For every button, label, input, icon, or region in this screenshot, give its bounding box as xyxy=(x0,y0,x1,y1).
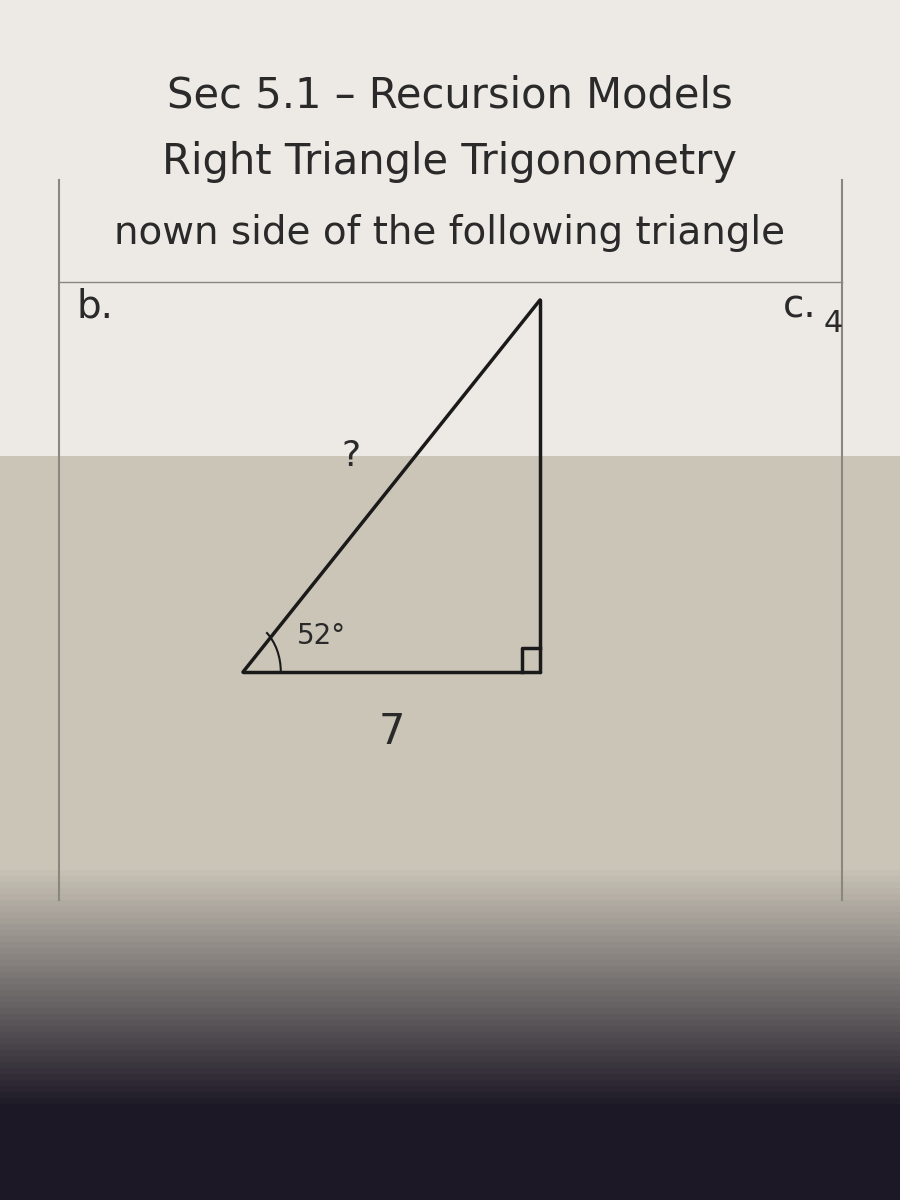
Bar xyxy=(0,924,900,930)
Bar xyxy=(0,1044,900,1050)
Bar xyxy=(0,960,900,966)
Text: Sec 5.1 – Recursion Models: Sec 5.1 – Recursion Models xyxy=(167,74,733,116)
Bar xyxy=(0,1062,900,1068)
Bar xyxy=(0,936,900,942)
Bar xyxy=(0,1014,900,1020)
Bar xyxy=(0,1092,900,1098)
Bar xyxy=(0,918,900,924)
Bar xyxy=(0,1032,900,1038)
Bar xyxy=(0,972,900,978)
Bar xyxy=(0,948,900,954)
Bar xyxy=(0,954,900,960)
Text: 7: 7 xyxy=(378,710,405,754)
Bar xyxy=(0,996,900,1002)
Bar xyxy=(0,990,900,996)
Text: nown side of the following triangle: nown side of the following triangle xyxy=(114,214,786,252)
Text: 4: 4 xyxy=(824,310,843,338)
Bar xyxy=(0,942,900,948)
Text: ?: ? xyxy=(341,439,361,473)
Bar xyxy=(0,1020,900,1026)
Bar xyxy=(0,888,900,894)
Bar xyxy=(0,870,900,876)
Bar xyxy=(0,1074,900,1080)
Bar xyxy=(0,984,900,990)
Bar xyxy=(0,900,900,906)
Text: 52°: 52° xyxy=(297,623,346,650)
Text: Right Triangle Trigonometry: Right Triangle Trigonometry xyxy=(163,140,737,182)
Bar xyxy=(0,1080,900,1086)
Text: b.: b. xyxy=(76,287,113,325)
Bar xyxy=(0,1026,900,1032)
Bar xyxy=(0,1098,900,1104)
Bar xyxy=(0,1050,900,1056)
Bar xyxy=(0,912,900,918)
Bar xyxy=(0,1002,900,1008)
Bar xyxy=(0,894,900,900)
Bar xyxy=(0,978,900,984)
Bar xyxy=(0,864,900,870)
Bar xyxy=(0,0,900,456)
Bar xyxy=(0,906,900,912)
Bar xyxy=(0,876,900,882)
Text: c.: c. xyxy=(783,287,817,325)
Bar xyxy=(0,1104,900,1200)
Bar xyxy=(0,1056,900,1062)
Bar xyxy=(0,1086,900,1092)
Bar xyxy=(0,456,900,864)
Bar xyxy=(0,966,900,972)
Bar xyxy=(0,1068,900,1074)
Bar xyxy=(0,1008,900,1014)
Bar xyxy=(0,1038,900,1044)
Bar xyxy=(0,930,900,936)
Bar xyxy=(0,882,900,888)
